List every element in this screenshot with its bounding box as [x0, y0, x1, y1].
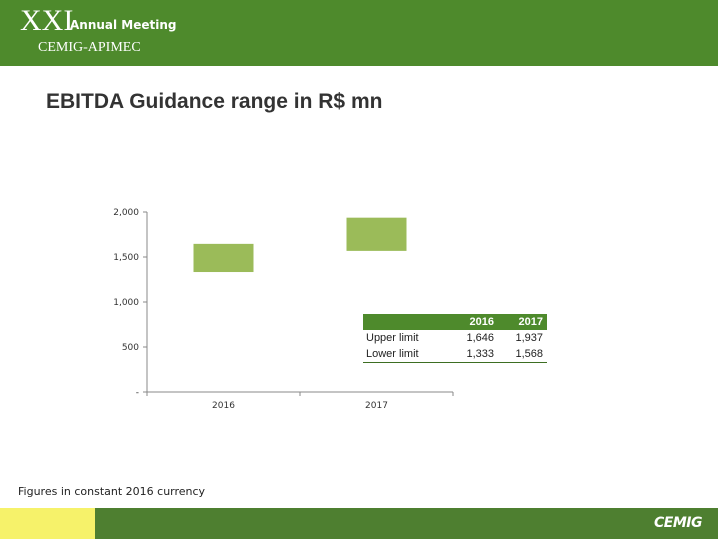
header-subtitle: CEMIG-APIMEC — [38, 40, 141, 55]
currency-note: Figures in constant 2016 currency — [18, 485, 206, 498]
y-tick-label: 1,500 — [113, 253, 139, 263]
table-cell: 1,568 — [515, 348, 543, 360]
table-cell: 1,937 — [515, 332, 543, 344]
range-bar — [193, 243, 254, 273]
page-title: EBITDA Guidance range in R$ mn — [46, 90, 383, 113]
y-tick-label: 500 — [122, 343, 139, 353]
table-header-cell: 2016 — [469, 316, 494, 328]
footer-bar: CEMIG — [0, 508, 718, 539]
y-tick-label: 2,000 — [113, 208, 139, 218]
table-cell: Lower limit — [366, 348, 419, 360]
table-row: Upper limit 1,646 1,937 — [363, 330, 547, 346]
table-row: Lower limit 1,333 1,568 — [363, 346, 547, 362]
data-table: 2016 2017 Upper limit 1,646 1,937 Lower … — [363, 314, 547, 363]
y-tick-label: 1,000 — [113, 298, 139, 308]
header-bar: XXI Annual Meeting CEMIG-APIMEC — [0, 0, 718, 66]
table-cell: 1,646 — [466, 332, 494, 344]
y-tick-label: - — [136, 388, 139, 398]
table-cell: Upper limit — [366, 332, 419, 344]
x-tick-label: 2016 — [212, 401, 235, 411]
footer-accent — [0, 508, 95, 539]
header-edition: XXI — [20, 4, 74, 37]
x-tick-label: 2017 — [365, 401, 388, 411]
table-header-row: 2016 2017 — [363, 314, 547, 330]
range-bar — [346, 217, 407, 251]
cemig-logo: CEMIG — [654, 515, 702, 531]
table-cell: 1,333 — [466, 348, 494, 360]
header-event: Annual Meeting — [70, 18, 177, 32]
table-header-cell: 2017 — [518, 316, 543, 328]
